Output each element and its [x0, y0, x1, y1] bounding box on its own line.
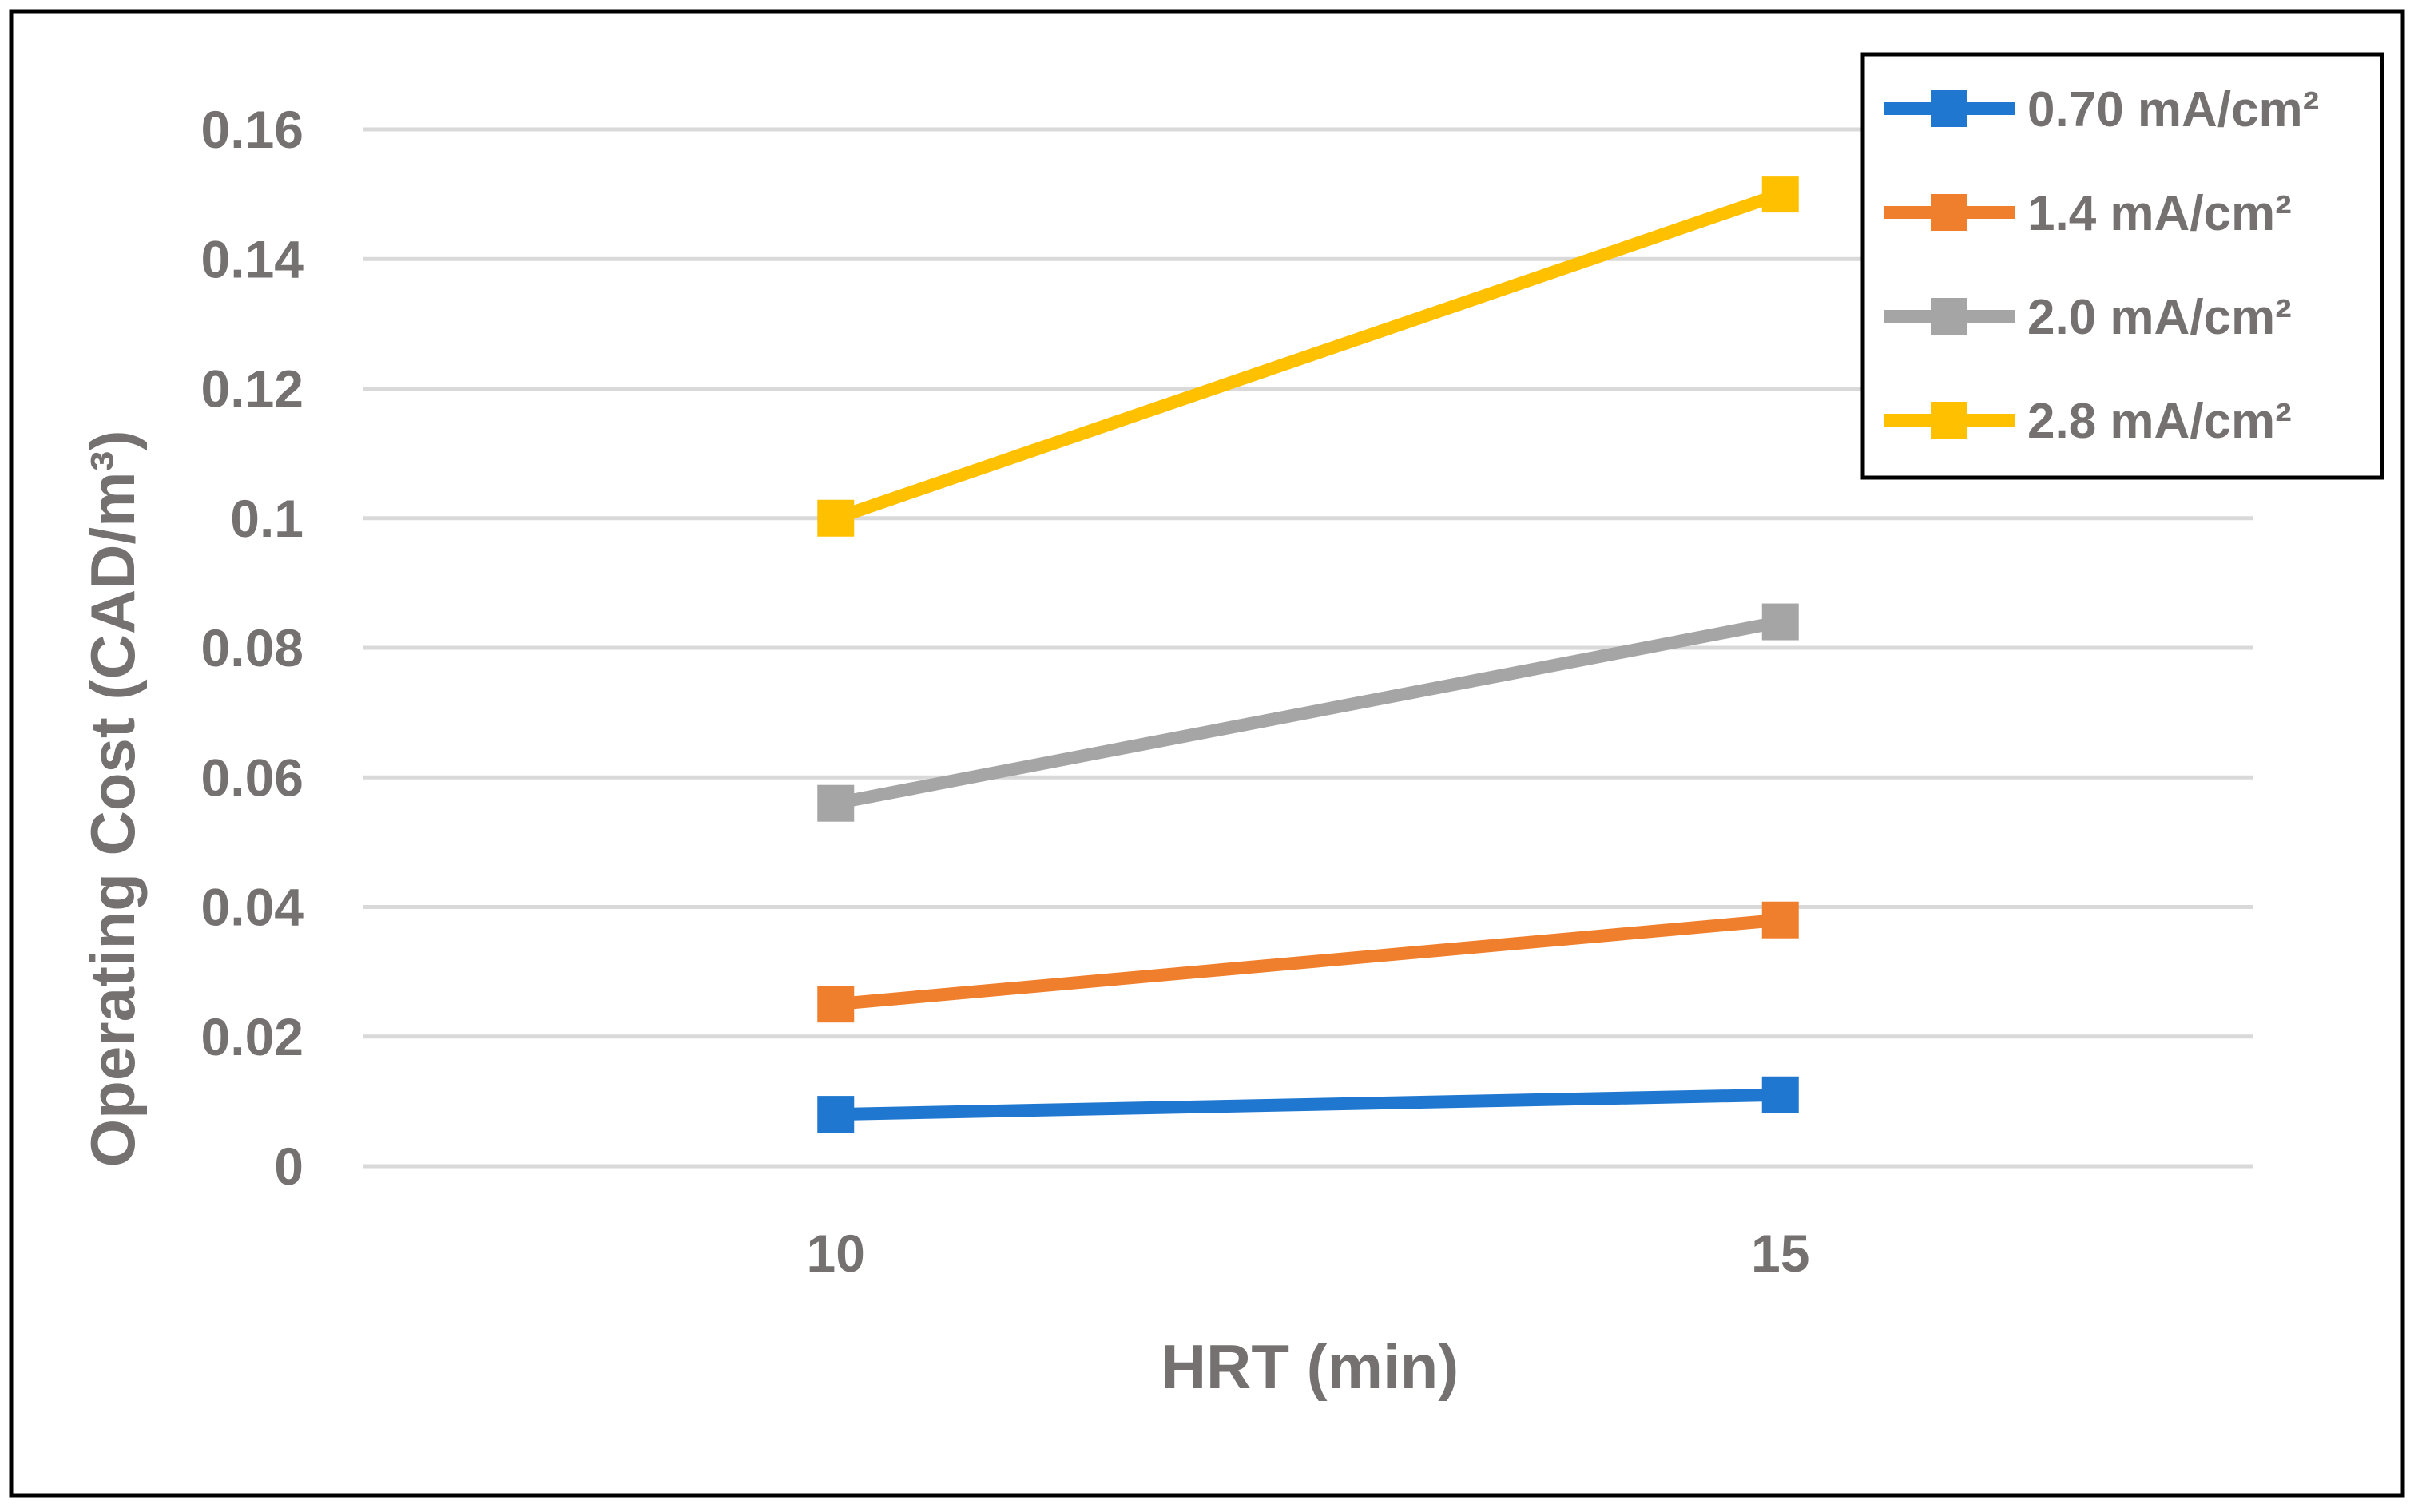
series-2: [817, 901, 1799, 1023]
legend-marker: [1931, 298, 1967, 335]
series-1: [817, 1076, 1799, 1133]
legend-label: 2.0 mA/cm²: [2027, 290, 2292, 345]
y-tick-label: 0.1: [230, 489, 304, 548]
y-tick-label: 0.02: [201, 1007, 304, 1066]
x-axis-title: HRT (min): [1161, 1331, 1459, 1402]
y-tick-label: 0.04: [201, 878, 304, 937]
y-tick-label: 0.12: [201, 359, 304, 419]
data-point-marker: [817, 986, 855, 1023]
series-line: [834, 615, 1782, 810]
data-point-marker: [1761, 901, 1799, 939]
legend-label: 2.8 mA/cm²: [2027, 394, 2292, 449]
series-4: [817, 176, 1799, 537]
legend-marker: [1931, 90, 1967, 127]
legend-entry: 0.70 mA/cm²: [1884, 82, 2319, 137]
y-tick-label: 0.14: [201, 229, 304, 288]
legend-label: 0.70 mA/cm²: [2027, 82, 2319, 137]
x-tick-label: 10: [807, 1224, 865, 1283]
series-line: [835, 913, 1781, 1011]
series-line: [836, 1088, 1781, 1121]
series-line: [833, 188, 1783, 525]
legend-marker: [1931, 194, 1967, 231]
y-tick-label: 0.06: [201, 748, 304, 807]
legend-entry: 1.4 mA/cm²: [1884, 186, 2292, 241]
legend-marker: [1931, 402, 1967, 439]
x-axis-ticks: 10 15: [807, 1224, 1810, 1283]
data-point-marker: [817, 1096, 855, 1133]
y-axis-ticks: 0 0.02 0.04 0.06 0.08 0.1 0.12 0.14 0.16: [201, 100, 304, 1196]
series-group: [817, 176, 1799, 1133]
legend-entry: 2.0 mA/cm²: [1884, 290, 2292, 345]
legend-entry: 2.8 mA/cm²: [1884, 394, 2292, 449]
legend: 0.70 mA/cm² 1.4 mA/cm² 2.0 mA/cm² 2.8 mA/cm…: [1860, 52, 2384, 480]
data-point-marker: [817, 784, 855, 822]
x-tick-label: 15: [1751, 1224, 1809, 1283]
y-tick-label: 0.08: [201, 618, 304, 677]
legend-label: 1.4 mA/cm²: [2027, 186, 2292, 241]
y-tick-label: 0: [274, 1137, 304, 1196]
data-point-marker: [1761, 603, 1799, 641]
series-3: [817, 603, 1799, 822]
y-axis-title: Operating Cost (CAD/m³): [77, 431, 148, 1168]
data-point-marker: [1761, 1076, 1799, 1113]
data-point-marker: [817, 499, 855, 537]
data-point-marker: [1761, 176, 1799, 213]
y-tick-label: 0.16: [201, 100, 304, 159]
